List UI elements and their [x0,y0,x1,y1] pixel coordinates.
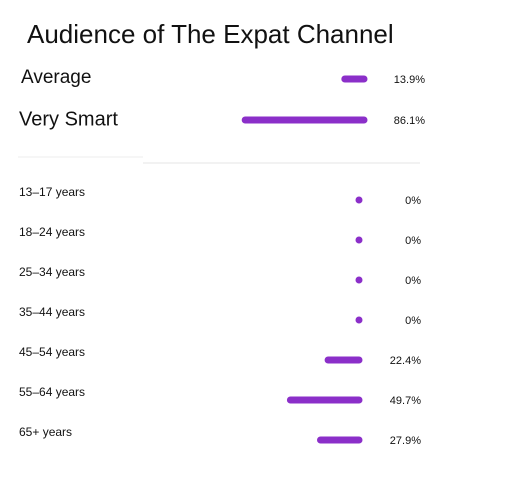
value-label: 22.4% [390,355,421,367]
category-label: 45–54 years [19,345,85,359]
value-label: 86.1% [394,115,425,127]
value-label: 0% [405,315,421,327]
value-label: 27.9% [390,435,421,447]
category-label: 55–64 years [19,385,85,399]
category-label: 65+ years [19,425,72,439]
value-label: 0% [405,235,421,247]
category-label: Very Smart [19,108,118,130]
category-label: Average [21,67,91,88]
category-label: 35–44 years [19,305,85,319]
title: Audience of The Expat Channel [27,19,394,49]
category-label: 18–24 years [19,225,85,239]
category-label: 25–34 years [19,265,85,279]
value-label: 13.9% [394,74,425,86]
value-label: 49.7% [390,395,421,407]
value-label: 0% [405,195,421,207]
category-label: 13–17 years [19,185,85,199]
value-label: 0% [405,275,421,287]
